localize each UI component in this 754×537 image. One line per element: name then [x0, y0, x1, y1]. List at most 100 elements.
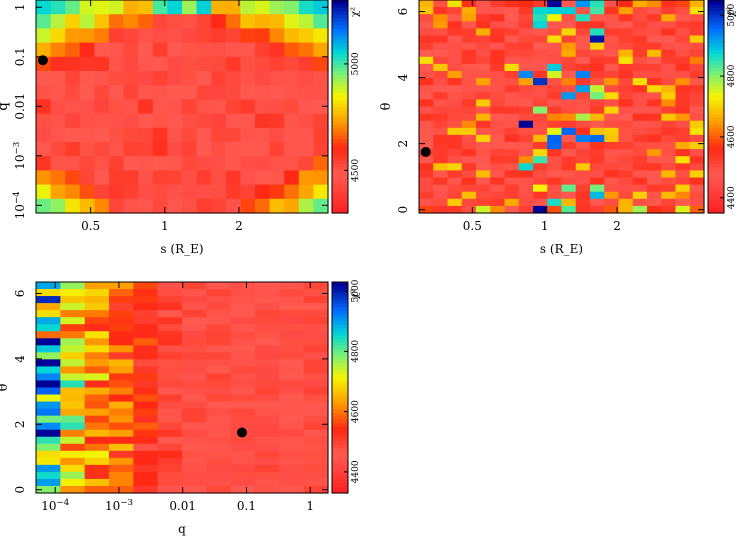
heatmap-cell: [269, 170, 285, 186]
heatmap-cell: [575, 99, 591, 108]
heatmap-cell: [133, 429, 159, 438]
heatmap-cell: [206, 338, 232, 346]
heatmap-cell: [675, 177, 691, 186]
heatmap-cell: [196, 184, 212, 200]
heatmap-cell: [109, 394, 134, 403]
heatmap-cell: [575, 191, 591, 200]
heatmap-cell: [689, 163, 705, 171]
colorbar-tick-label: 4500: [351, 159, 361, 182]
heatmap-cell: [618, 163, 634, 171]
heatmap-cell: [79, 71, 95, 86]
heatmap-cell: [575, 198, 591, 207]
colorbar-segment: [332, 21, 348, 26]
heatmap-cell: [84, 450, 110, 459]
heatmap-cell: [84, 324, 110, 332]
heatmap-cell: [230, 485, 256, 494]
heatmap-cell: [461, 99, 477, 108]
heatmap-cell: [255, 366, 280, 375]
heatmap-cell: [138, 170, 154, 186]
heatmap-cell: [590, 127, 605, 136]
heatmap-cell: [461, 49, 477, 58]
heatmap-cell: [255, 113, 271, 129]
heatmap-cell: [240, 127, 256, 143]
heatmap-cell: [65, 113, 81, 129]
heatmap-cell: [419, 127, 434, 136]
heatmap-cell: [590, 63, 605, 72]
heatmap-cell: [661, 63, 677, 72]
heatmap-cell: [36, 429, 61, 438]
heatmap-cell: [447, 92, 463, 100]
heatmap-cell: [490, 156, 506, 164]
heatmap-cell: [94, 56, 110, 72]
colorbar-segment: [332, 78, 348, 83]
colorbar-segment: [332, 170, 348, 175]
heatmap-cell: [461, 28, 477, 37]
colorbar-segment: [332, 113, 348, 118]
heatmap-cell: [575, 35, 591, 44]
heatmap-cell: [182, 422, 207, 431]
heatmap-cell: [182, 113, 198, 129]
heatmap-cell: [157, 422, 183, 431]
heatmap-cell: [255, 296, 280, 304]
heatmap-cell: [590, 134, 605, 143]
heatmap-cell: [561, 99, 577, 108]
heatmap-cell: [518, 28, 534, 37]
heatmap-cell: [36, 359, 61, 367]
colorbar-segment: [708, 159, 724, 164]
heatmap-cell: [476, 56, 491, 65]
heatmap-cell: [632, 21, 648, 29]
heatmap-cell: [604, 127, 620, 136]
heatmap-cell: [206, 415, 232, 424]
heatmap-cell: [206, 394, 232, 403]
heatmap-cell: [206, 345, 232, 353]
heatmap-cell: [533, 28, 548, 37]
heatmap-cell: [689, 7, 705, 15]
heatmap-cell: [647, 14, 662, 22]
heatmap-cell: [689, 142, 705, 150]
heatmap-cell: [36, 156, 52, 171]
heatmap-cell: [447, 63, 463, 72]
heatmap-cell: [182, 359, 207, 367]
heatmap-cell: [109, 156, 125, 171]
heatmap-cell: [240, 170, 256, 186]
heatmap-cell: [65, 56, 81, 72]
heatmap-cell: [618, 106, 634, 115]
heatmap-cell: [298, 42, 314, 58]
heatmap-cell: [109, 338, 134, 346]
heatmap-cell: [504, 205, 520, 214]
heatmap-cell: [230, 366, 256, 375]
heatmap-cell: [255, 394, 280, 403]
heatmap-cell: [604, 28, 620, 37]
heatmap-cell: [269, 14, 285, 29]
heatmap-cell: [157, 387, 183, 396]
heatmap-cell: [447, 56, 463, 65]
heatmap-cell: [647, 142, 662, 150]
heatmap-cell: [123, 184, 139, 200]
heatmap-cell: [84, 345, 110, 353]
heatmap-cell: [138, 113, 154, 129]
colorbar-segment: [332, 450, 348, 455]
colorbar-frame: [331, 0, 349, 214]
heatmap-cell: [279, 457, 305, 466]
colorbar-segment: [332, 181, 348, 186]
heatmap-cell: [269, 99, 285, 115]
heatmap-cell: [211, 14, 227, 29]
colorbar-segment: [332, 303, 348, 308]
heatmap-cell: [36, 331, 61, 339]
heatmap-cell: [182, 485, 207, 494]
colorbar-segment: [332, 163, 348, 168]
heatmap-cell: [504, 106, 520, 115]
heatmap-cell: [632, 163, 648, 171]
colorbar-segment: [332, 443, 348, 448]
heatmap-cell: [461, 134, 477, 143]
heatmap-cell: [419, 177, 434, 186]
heatmap-cell: [447, 134, 463, 143]
x-tick-label: 0.01: [169, 499, 196, 513]
heatmap-cell: [661, 120, 677, 129]
heatmap-cell: [60, 443, 86, 452]
colorbar-segment: [708, 71, 724, 76]
colorbar-segment: [332, 81, 348, 86]
colorbar-segment: [332, 313, 348, 318]
heatmap-cell: [313, 71, 329, 86]
heatmap-cell: [419, 170, 434, 179]
